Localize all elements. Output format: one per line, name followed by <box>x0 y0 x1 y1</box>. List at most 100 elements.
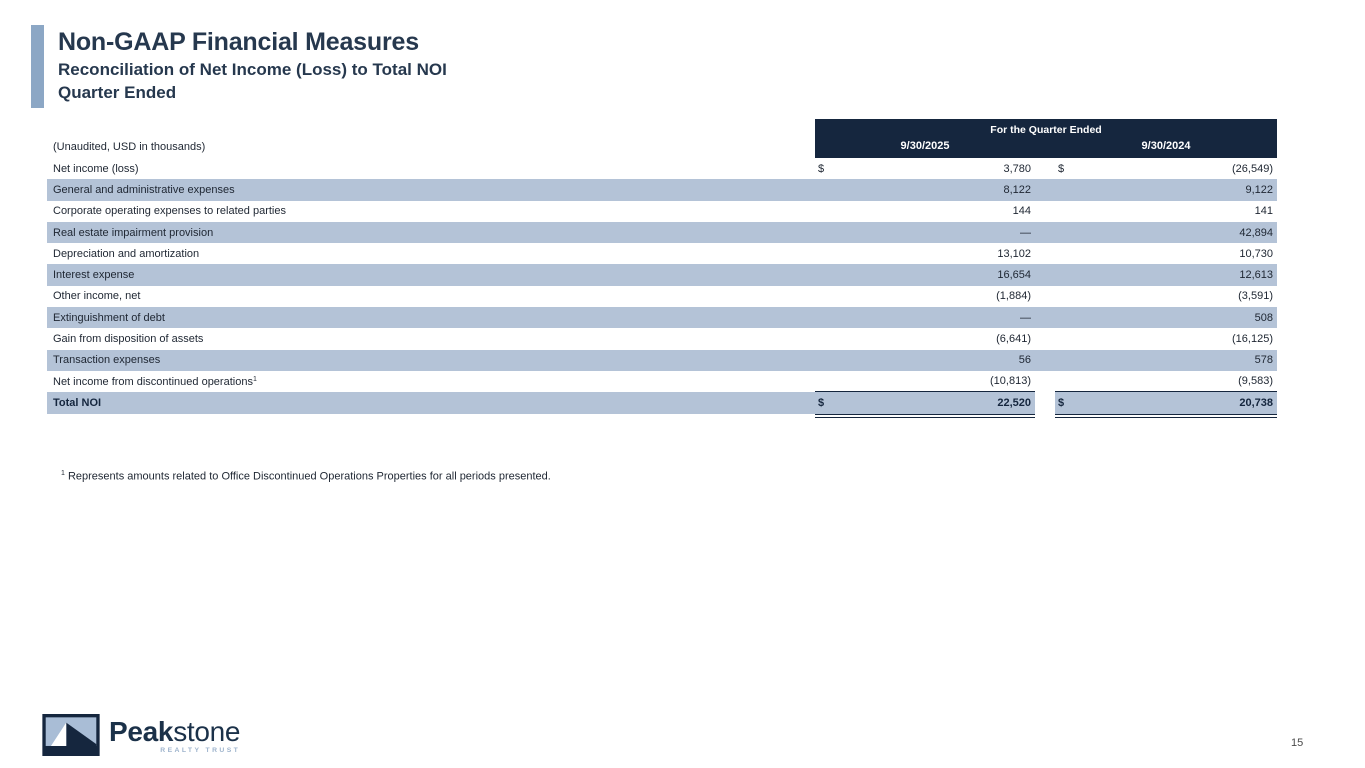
row-label: Transaction expenses <box>53 354 161 367</box>
value-cell-2025: $3,780 <box>815 158 1035 179</box>
total-value-2024: 20,738 <box>1239 397 1273 410</box>
table-row: Net income (loss) $3,780 $ (26,549) <box>47 158 1277 179</box>
table-row: Extinguishment of debt — 508 <box>47 307 1277 329</box>
title-accent-bar <box>31 25 44 108</box>
value-2025: 13,102 <box>997 247 1031 260</box>
footnote-marker: 1 <box>252 375 257 383</box>
value-2024: 10,730 <box>1239 247 1273 260</box>
value-2025: 144 <box>1012 205 1031 218</box>
row-label: Real estate impairment provision <box>53 226 214 239</box>
value-2025: (6,641) <box>996 333 1031 346</box>
currency-symbol: $ <box>1058 162 1065 175</box>
page-number: 15 <box>1291 737 1304 749</box>
value-cell-2024: 578 <box>1055 350 1277 371</box>
row-label: Net income from discontinued operations 1 <box>53 375 257 388</box>
total-row-label: Total NOI <box>47 392 815 414</box>
total-value-2025: 22,520 <box>997 397 1031 410</box>
table-row: General and administrative expenses 8,12… <box>47 179 1277 201</box>
logo-brand-bold: Peak <box>109 716 174 747</box>
value-2025: 16,654 <box>997 269 1031 282</box>
value-cell-2024: $ (26,549) <box>1055 158 1277 179</box>
total-value-cell-2025: $22,520 <box>815 392 1035 414</box>
peakstone-logo: Peakstone REALTY TRUST <box>42 714 241 761</box>
value-2024: 42,894 <box>1239 226 1273 239</box>
table-row: Gain from disposition of assets (6,641) … <box>47 328 1277 349</box>
reconciliation-table: (Unaudited, USD in thousands) For the Qu… <box>47 119 1277 420</box>
column-gap <box>1035 140 1055 152</box>
date-row: 9/30/2025 9/30/2024 <box>815 136 1277 152</box>
value-2024: (16,125) <box>1232 333 1273 346</box>
value-cell-2025: (1,884) <box>815 286 1035 307</box>
value-cell-2024: 10,730 <box>1055 243 1277 264</box>
row-label: Net income (loss) <box>53 162 139 175</box>
total-double-underline <box>47 413 1277 420</box>
period-header: For the Quarter Ended <box>990 124 1102 136</box>
table-row: Real estate impairment provision — 42,89… <box>47 221 1277 244</box>
value-2025: 56 <box>1018 354 1031 367</box>
row-label: Depreciation and amortization <box>53 247 200 260</box>
value-2024: 141 <box>1254 205 1273 218</box>
logo-brand-light: stone <box>173 716 241 747</box>
value-2024: (26,549) <box>1232 162 1273 175</box>
total-value-cell-2024: $20,738 <box>1055 392 1277 414</box>
value-cell-2025: (6,641) <box>815 328 1035 349</box>
value-cell-2024: (3,591) <box>1055 286 1277 307</box>
column-gap <box>1035 158 1055 179</box>
row-label: Extinguishment of debt <box>53 311 165 324</box>
value-2024: (9,583) <box>1238 375 1273 388</box>
title-block: Non-GAAP Financial Measures Reconciliati… <box>58 26 447 104</box>
currency-symbol: $ <box>818 397 825 410</box>
value-2025: 8,122 <box>1003 183 1031 196</box>
value-2025: — <box>1020 311 1031 324</box>
currency-symbol: $ <box>1058 397 1065 410</box>
page-title: Non-GAAP Financial Measures <box>58 28 419 56</box>
row-label: Other income, net <box>53 290 141 303</box>
value-cell-2024: 508 <box>1055 307 1277 328</box>
value-cell-2025: 144 <box>815 201 1035 222</box>
value-2024: 9,122 <box>1245 183 1273 196</box>
footnote: 1 Represents amounts related to Office D… <box>61 470 551 483</box>
row-label: Corporate operating expenses to related … <box>53 205 286 218</box>
value-2025: (1,884) <box>996 290 1031 303</box>
logo-wordmark: Peakstone REALTY TRUST <box>109 714 241 755</box>
value-2025: 3,780 <box>1003 162 1031 175</box>
unaudited-note: (Unaudited, USD in thousands) <box>53 141 206 153</box>
value-cell-2025: 16,654 <box>815 264 1035 285</box>
logo-tagline: REALTY TRUST <box>160 747 241 755</box>
footnote-marker: 1 <box>61 470 65 477</box>
value-cell-2025: — <box>815 307 1035 328</box>
table-row: Depreciation and amortization 13,102 10,… <box>47 243 1277 264</box>
footnote-text: Represents amounts related to Office Dis… <box>67 470 551 483</box>
value-cell-2025: 13,102 <box>815 243 1035 264</box>
value-2024: 12,613 <box>1239 269 1273 282</box>
value-cell-2024: (9,583) <box>1055 371 1277 393</box>
table-header-banner: For the Quarter Ended 9/30/2025 9/30/202… <box>815 119 1277 158</box>
row-label: General and administrative expenses <box>53 183 235 196</box>
table-header: (Unaudited, USD in thousands) For the Qu… <box>47 119 1277 158</box>
value-2024: 508 <box>1254 311 1273 324</box>
value-cell-2024: 12,613 <box>1055 264 1277 285</box>
table-row: Transaction expenses 56 578 <box>47 349 1277 371</box>
value-cell-2024: 141 <box>1055 201 1277 222</box>
value-2025: — <box>1020 226 1031 239</box>
total-noi-row: Total NOI $22,520 $20,738 <box>47 392 1277 414</box>
value-cell-2025: — <box>815 222 1035 243</box>
row-label: Interest expense <box>53 269 135 282</box>
table-row: Interest expense 16,654 12,613 <box>47 264 1277 286</box>
currency-symbol: $ <box>818 162 825 175</box>
value-cell-2024: (16,125) <box>1055 328 1277 349</box>
value-cell-2024: 42,894 <box>1055 222 1277 243</box>
table-row: Net income from discontinued operations 1… <box>47 371 1277 393</box>
column-header-2025: 9/30/2025 <box>900 140 950 152</box>
table-row: Corporate operating expenses to related … <box>47 201 1277 222</box>
column-header-2024: 9/30/2024 <box>1141 140 1191 152</box>
peakstone-mountain-icon <box>42 714 100 761</box>
value-cell-2025: (10,813) <box>815 371 1035 393</box>
value-cell-2025: 8,122 <box>815 179 1035 200</box>
value-2024: (3,591) <box>1238 290 1273 303</box>
page-subtitle-line1: Reconciliation of Net Income (Loss) to T… <box>58 60 447 79</box>
page-subtitle-line2: Quarter Ended <box>58 83 177 102</box>
value-2025: (10,813) <box>990 375 1031 388</box>
table-row: Other income, net (1,884) (3,591) <box>47 286 1277 307</box>
